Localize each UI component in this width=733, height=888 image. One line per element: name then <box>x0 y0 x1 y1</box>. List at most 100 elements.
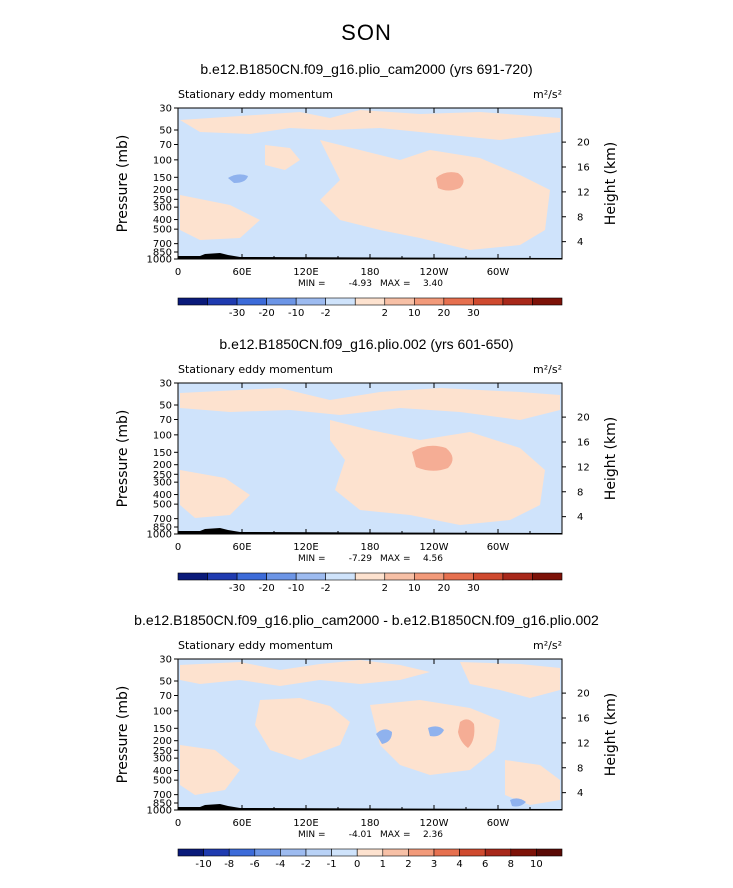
y-right-tick-label: 16 <box>577 437 590 448</box>
colorbar-box <box>433 848 460 857</box>
contour-region <box>228 174 248 183</box>
colorbar-box <box>384 297 415 306</box>
colorbar-label: 10 <box>530 859 543 870</box>
x-tick-label: 60W <box>487 542 510 553</box>
colorbar-box <box>459 848 486 857</box>
colorbar-label: 2 <box>382 308 388 319</box>
subtitle-left: Stationary eddy momentum <box>178 639 333 652</box>
colorbar-box <box>443 572 474 581</box>
contour-region <box>436 172 464 191</box>
units-label: m²/s² <box>533 363 562 376</box>
colorbar-label: 8 <box>508 859 514 870</box>
contour-region <box>510 798 526 807</box>
y-tick-label: 250 <box>153 470 172 481</box>
colorbar-box <box>414 572 445 581</box>
min-label: MIN = <box>298 554 326 564</box>
x-tick-label: 60W <box>487 818 510 829</box>
panel2-title: b.e12.B1850CN.f09_g16.plio.002 (yrs 601-… <box>219 336 514 352</box>
colorbar-label: 3 <box>431 859 437 870</box>
colorbar-box <box>236 572 267 581</box>
y-axis-label: Pressure (mb) <box>115 135 131 233</box>
y-right-tick-label: 12 <box>577 738 590 749</box>
colorbar-box <box>266 297 297 306</box>
colorbar-box <box>236 297 267 306</box>
y-tick-label: 850 <box>153 523 172 534</box>
colorbar-box <box>325 572 356 581</box>
x-tick-label: 120W <box>420 267 449 278</box>
contour-region <box>370 700 500 775</box>
x-tick-label: 60E <box>232 542 251 553</box>
y-right-tick-label: 16 <box>577 162 590 173</box>
colorbar-box <box>356 848 384 857</box>
colorbar-label: 20 <box>437 308 450 319</box>
y-tick-label: 200 <box>153 185 172 196</box>
contour-region <box>180 660 430 686</box>
y-tick-label: 700 <box>153 514 172 525</box>
colorbar-box <box>305 848 332 857</box>
colorbar-box <box>408 848 435 857</box>
x-tick-label: 60W <box>487 267 510 278</box>
colorbar-box <box>254 848 281 857</box>
y-tick-label: 850 <box>153 799 172 810</box>
contour-region <box>180 470 250 518</box>
colorbar-label: -20 <box>258 583 274 594</box>
x-tick-label: 180 <box>360 267 379 278</box>
y-tick-label: 50 <box>159 400 172 411</box>
max-label: MAX = <box>380 830 411 840</box>
y-tick-label: 300 <box>153 478 172 489</box>
contour-region <box>458 719 475 748</box>
colorbar-label: 0 <box>354 859 360 870</box>
x-tick-label: 120E <box>293 542 318 553</box>
colorbar-label: 4 <box>456 859 462 870</box>
colorbar-box <box>536 848 563 857</box>
y-tick-label: 70 <box>159 140 172 151</box>
max-label: MAX = <box>380 279 411 289</box>
colorbar-box <box>354 297 386 306</box>
colorbar-box <box>382 848 409 857</box>
contour-region <box>180 195 260 240</box>
y-right-tick-label: 8 <box>577 763 583 774</box>
min-value: -4.01 <box>349 830 372 840</box>
min-value: -7.29 <box>349 554 373 564</box>
contour-region <box>330 420 545 525</box>
colorbar-box <box>228 848 256 857</box>
panel3-title: b.e12.B1850CN.f09_g16.plio_cam2000 - b.e… <box>134 612 599 628</box>
y-tick-label: 50 <box>159 125 172 136</box>
x-tick-label: 120E <box>293 267 318 278</box>
contour-region <box>180 110 560 140</box>
colorbar-label: 2 <box>405 859 411 870</box>
colorbar-label: 1 <box>380 859 386 870</box>
y-tick-label: 50 <box>159 676 172 687</box>
subtitle-left: Stationary eddy momentum <box>178 363 333 376</box>
contour-region <box>505 760 560 805</box>
colorbar-box <box>177 848 204 857</box>
colorbar-box <box>280 848 307 857</box>
x-tick-label: 0 <box>175 542 181 553</box>
y-tick-label: 200 <box>153 460 172 471</box>
x-tick-label: 180 <box>360 818 379 829</box>
colorbar-label: -30 <box>229 308 245 319</box>
y-tick-label: 500 <box>153 500 172 511</box>
colorbar-label: 20 <box>437 583 450 594</box>
panel-3: 0 60E 120E 180 120W 60W3050701001502002503004… <box>115 639 619 870</box>
y-tick-label: 1000 <box>147 255 172 266</box>
max-value: 4.56 <box>423 554 443 564</box>
contour-region <box>320 140 550 250</box>
colorbar-label: -10 <box>288 583 304 594</box>
y-tick-label: 250 <box>153 195 172 206</box>
colorbar-box <box>295 572 326 581</box>
colorbar-label: -10 <box>195 859 211 870</box>
figure-season-title: SON <box>341 20 392 45</box>
y-tick-label: 150 <box>153 448 172 459</box>
colorbar-box <box>473 297 504 306</box>
colorbar-box <box>331 848 358 857</box>
colorbar-box <box>325 297 356 306</box>
y-axis-label: Pressure (mb) <box>115 410 131 508</box>
panel1-title: b.e12.B1850CN.f09_g16.plio_cam2000 (yrs … <box>200 61 533 77</box>
x-tick-label: 60E <box>232 267 251 278</box>
colorbar-box <box>502 572 533 581</box>
colorbar-label: 6 <box>482 859 488 870</box>
y-right-axis-label: Height (km) <box>603 693 619 776</box>
y-right-tick-label: 20 <box>577 689 590 700</box>
